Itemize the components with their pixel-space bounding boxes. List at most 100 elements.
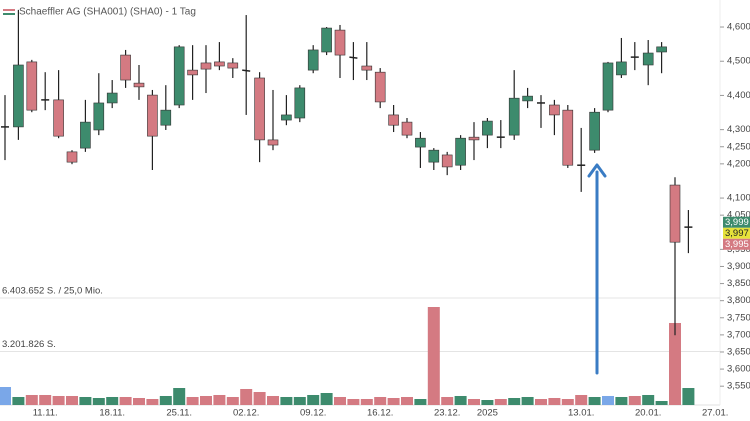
last-price-label: 3,997 [725,228,749,239]
candle-body [361,65,373,71]
x-tick-label: 16.12. [367,408,393,419]
volume-bar [441,396,454,405]
y-tick-label: 4,100 [727,193,750,204]
y-tick-label: 3,850 [727,278,750,289]
candle-body [401,121,413,136]
volume-bar [454,395,467,405]
last-price-box [723,238,750,250]
x-tick-label: 20.01. [635,408,661,419]
x-tick-label: 11.11. [33,408,58,419]
candle-body [26,61,38,111]
volume-bar [280,396,293,405]
volume-bar [548,397,561,405]
volume-tick-label: 3.201.826 S. [2,339,56,350]
candle-body [173,46,185,106]
volume-bar [494,399,507,405]
candle-body [120,54,131,81]
chart-title: Schaeffler AG (SHA001) (SHA0) - 1 Tag [19,7,196,18]
candle-body [254,77,265,141]
candle-body [589,111,600,151]
candle-body [321,27,332,53]
volume-bar [655,401,668,405]
candle-body [642,52,654,66]
y-tick-label: 3,750 [727,312,750,323]
candle-body [13,64,24,128]
y-tick-label: 3,900 [727,261,750,272]
candle-body [93,102,105,131]
volume-bar [682,388,695,405]
volume-bar [293,396,306,405]
candle-body [374,71,386,103]
candle-body [80,121,91,149]
volume-bar [307,394,320,405]
candle-body [656,46,667,53]
candle-body [415,137,426,148]
volume-bar [226,396,239,405]
volume-bar [334,396,346,405]
volume-bar [508,397,521,405]
candle-body [187,69,198,76]
x-tick-label: 27.01. [702,408,728,419]
volume-bar [588,396,601,405]
x-tick-label: 25.11. [166,408,192,419]
y-tick-label: 4,500 [727,56,750,67]
volume-bar [602,395,614,405]
volume-bar [374,396,387,405]
volume-bar [642,394,655,405]
y-tick-label: 3,800 [727,295,750,306]
volume-bar [173,388,186,405]
candle-body [307,49,319,71]
volume-bar [427,307,440,405]
candle-body [66,151,78,163]
candle-body [133,82,145,88]
volume-bar [133,397,145,405]
volume-bar [628,395,641,405]
x-tick-label: 23.12. [434,408,460,419]
volume-bar [66,395,78,405]
candle-body [508,97,520,136]
y-tick-label: 4,400 [727,90,750,101]
volume-bar [615,396,628,405]
legend-icon [3,9,15,15]
volume-bar [387,397,400,405]
x-tick-label: 2025 [477,408,498,419]
candle-body [334,29,346,56]
volume-bar [575,394,588,405]
x-tick-label: 02.12. [233,408,259,419]
volume-bar [320,393,333,405]
volume-bar [414,399,427,405]
candle-body [455,137,466,166]
volume-bar [240,388,253,405]
arrow-head [587,163,607,178]
candle-body [468,136,480,141]
candle-body [388,114,399,126]
volume-bar [52,395,65,405]
candle-body [482,120,493,136]
volume-bar [347,399,360,405]
y-tick-label: 3,650 [727,346,750,357]
volume-bar [119,396,132,405]
volume-tick-label: 6.403.652 S. / 25,0 Mio. [2,286,103,297]
volume-bar [159,395,172,405]
volume-bar [92,397,105,405]
y-tick-label: 4,050 [727,210,750,221]
volume-bar [561,399,574,405]
candle-body [242,69,251,72]
volume-bar [267,395,279,405]
y-tick-label: 3,700 [727,329,750,340]
volume-bar [12,396,25,405]
y-tick-label: 3,550 [727,381,750,392]
y-tick-label: 4,200 [727,158,750,169]
x-tick-label: 09.12. [300,408,326,419]
candle-body [522,95,533,102]
volume-bar [146,399,159,405]
candle-body [106,92,118,104]
y-tick-label: 4,250 [727,141,750,152]
volume-bar [360,399,373,405]
candle-body [562,109,574,166]
candle-body [616,61,627,76]
y-tick-label: 3,600 [727,364,750,375]
candle-body [349,56,358,59]
